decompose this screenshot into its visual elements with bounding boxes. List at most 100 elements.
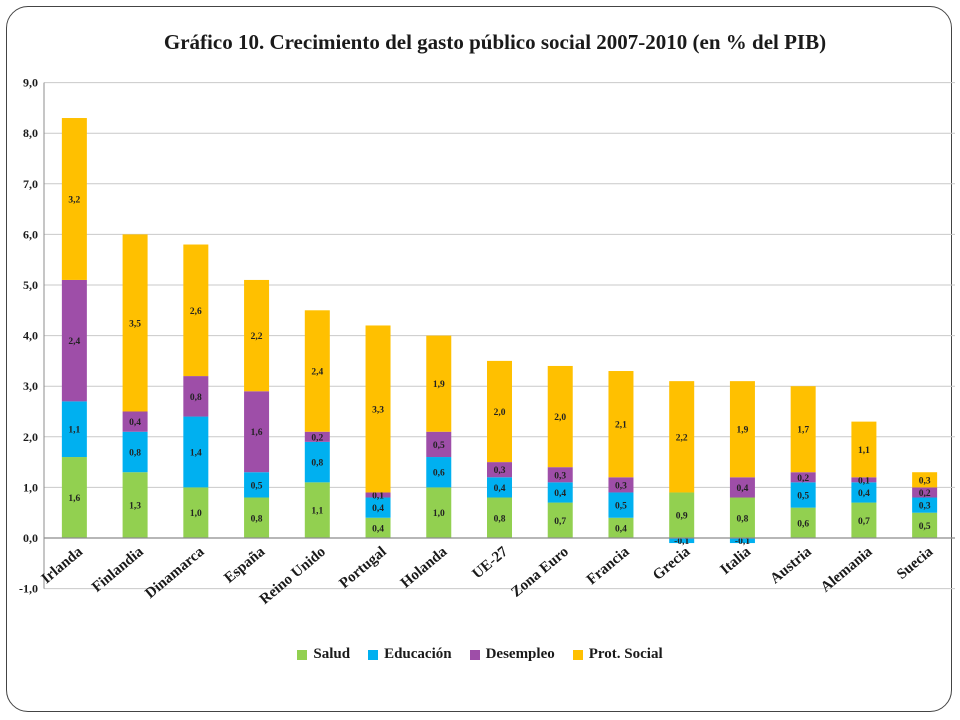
data-label: 0,7 [858,517,870,527]
y-tick-label: 7,0 [23,177,38,191]
bar-segment [61,457,87,538]
bar-segment [912,472,938,488]
legend-label: Educación [384,646,452,662]
data-label: 2,4 [311,368,323,378]
data-label: 0,5 [615,502,627,512]
data-label: 2,1 [615,421,627,431]
data-label: 1,6 [251,428,263,438]
data-label: 0,5 [919,522,931,532]
data-label: 0,4 [372,524,384,534]
bar-segment [426,457,452,488]
data-label: 2,0 [494,408,506,418]
data-label: 2,2 [251,332,263,342]
data-label: 0,3 [554,471,566,481]
data-label: 0,2 [311,433,323,443]
x-tick-label: Zona Euro [508,544,571,601]
bar-segment [608,492,634,518]
bar-segment [244,472,270,498]
bar-segment [183,376,209,417]
bar-segment [547,502,573,538]
bar-segment [729,381,755,478]
bar-segment [547,467,573,483]
data-label: 1,6 [68,494,80,504]
bar-segment [122,431,148,473]
data-label: 0,5 [797,491,809,501]
bar-segment [790,482,816,508]
data-label: 0,2 [797,474,809,484]
data-label: 0,2 [919,489,931,499]
legend-item: Educación [368,646,452,663]
data-label: 0,8 [311,459,323,469]
data-label: 1,9 [433,380,445,390]
bar-segment [790,386,816,473]
data-label: 0,3 [615,481,627,491]
bar-segment [547,482,573,503]
bar-segment [912,497,938,513]
data-label: 0,9 [676,512,688,522]
x-tick-label: Italia [718,543,755,578]
data-label: 1,7 [797,426,809,436]
data-label: 3,5 [129,319,141,329]
data-label: 2,2 [676,433,688,443]
bar-segment [851,421,877,478]
x-tick-label: Reino Unido [257,544,329,608]
legend-swatch [469,649,480,660]
y-tick-label: 2,0 [23,430,38,444]
bar-segment [669,381,695,493]
bar-segment [790,507,816,538]
bar-segment [61,279,87,402]
bar-segment [608,517,634,538]
data-label: 1,1 [858,446,870,456]
data-label: 0,3 [919,502,931,512]
bar-segment [487,497,512,538]
legend-swatch [368,649,379,660]
data-label: 0,8 [129,448,141,458]
data-label: 0,4 [615,524,627,534]
chart-title: Gráfico 10. Crecimiento del gasto públic… [163,30,827,54]
bar-segment [851,482,877,503]
bar-segment [851,477,877,483]
x-tick-label: Portugal [337,544,390,592]
y-tick-label: 3,0 [23,379,38,393]
bar-segment [365,325,391,493]
legend-label: Prot. Social [588,646,663,662]
chart-frame [6,6,952,712]
bar-segment [122,472,148,538]
bar-segment [426,431,452,458]
data-label: 0,7 [554,517,566,527]
data-label: 0,6 [433,469,445,479]
bar-segment [183,487,209,538]
bar-segment [304,482,330,538]
chart-legend: Salud Educación Desempleo Prot. Social [0,646,960,663]
bar-segment [244,391,270,473]
data-label: 3,2 [68,195,80,205]
bar-segment [729,538,755,544]
y-tick-label: 6,0 [23,227,38,241]
data-label: 0,8 [251,514,263,524]
bar-segment [61,401,87,458]
data-label: 0,8 [494,514,506,524]
bar-segment [304,310,330,432]
bar-segment [122,411,148,432]
data-label: 0,4 [372,504,384,514]
data-label: 1,0 [190,509,202,519]
data-label: 0,1 [372,491,384,501]
bar-segment [729,477,755,498]
data-label: 0,4 [494,484,506,494]
legend-label: Desempleo [485,646,555,662]
legend-label: Salud [313,646,351,662]
data-label: 0,1 [858,476,870,486]
x-tick-label: Grecia [650,543,694,583]
data-label: 0,3 [494,466,506,476]
y-tick-label: -1,0 [19,582,38,596]
bar-segment [183,416,209,488]
bar-segment [426,335,452,432]
legend-swatch [572,649,583,660]
bar-segment [669,492,695,538]
data-label: 0,6 [797,519,809,529]
data-label: 0,5 [433,441,445,451]
legend-swatch [297,649,308,660]
x-tick-label: Holanda [398,543,451,591]
x-tick-label: Austria [767,543,815,587]
